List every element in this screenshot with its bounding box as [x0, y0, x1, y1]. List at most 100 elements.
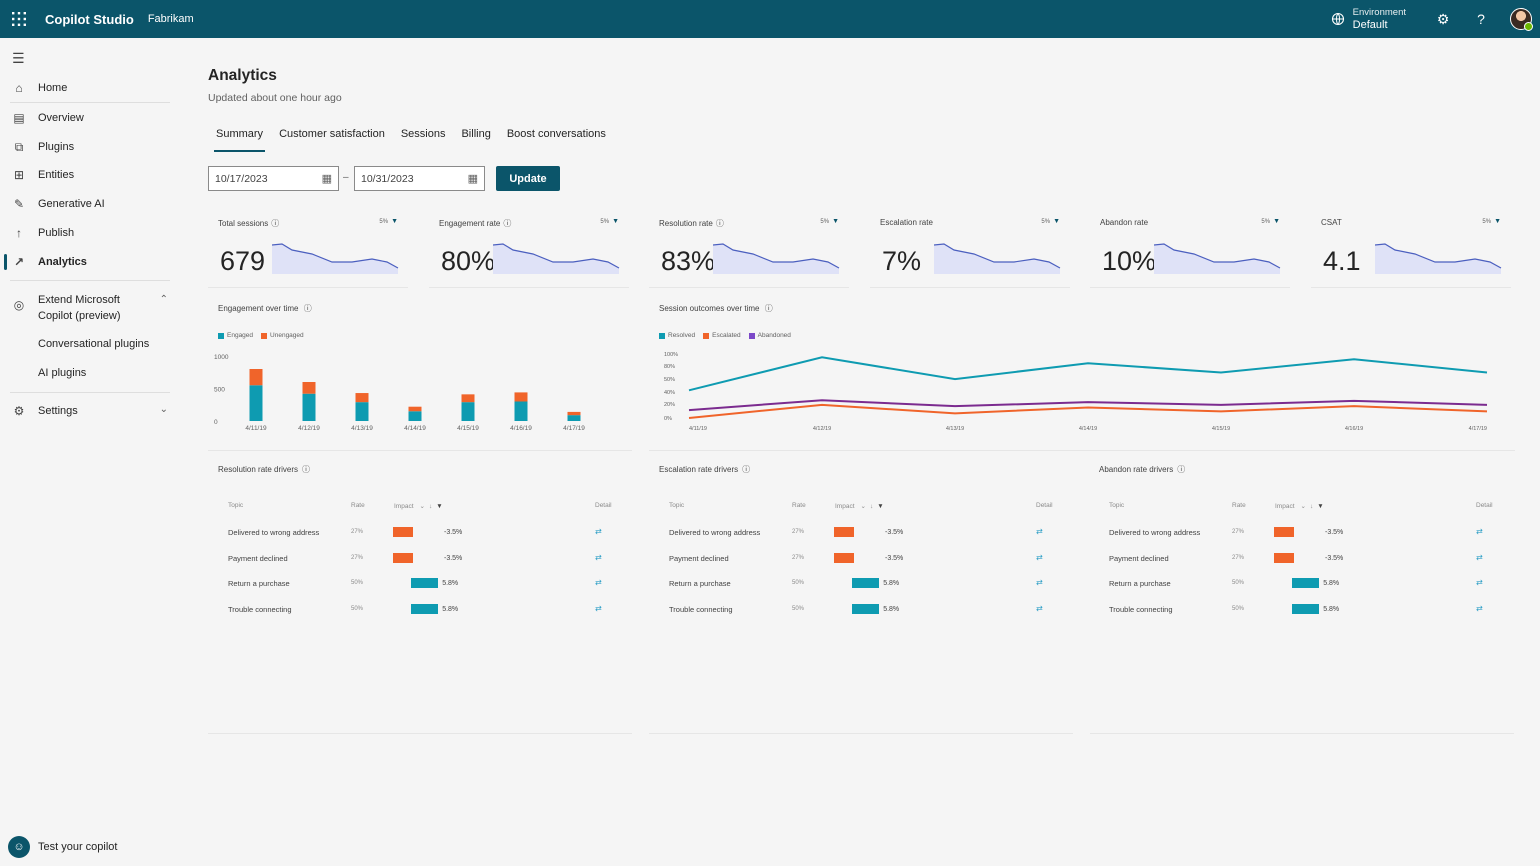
column-header-impact[interactable]: Impact ⌄ ↓ ▼	[835, 503, 884, 510]
impact-bar	[852, 604, 880, 614]
calendar-icon[interactable]: ▦	[321, 173, 332, 185]
tab-summary[interactable]: Summary	[208, 128, 271, 152]
chevron-up-icon[interactable]: ⌃	[159, 294, 168, 305]
sparkline-area	[1375, 244, 1501, 274]
table-row[interactable]: Return a purchase 50% 5.8% ⇄	[1099, 578, 1519, 592]
table-row[interactable]: Trouble connecting 50% 5.8% ⇄	[659, 604, 1079, 618]
table-row[interactable]: Trouble connecting 50% 5.8% ⇄	[1099, 604, 1519, 618]
column-header-topic[interactable]: Topic	[228, 502, 244, 509]
sidebar-item-publish[interactable]: ↑ Publish	[0, 220, 186, 246]
sidebar-item-overview[interactable]: ▤ Overview	[0, 105, 186, 131]
column-header-impact[interactable]: Impact ⌄ ↓ ▼	[1275, 503, 1324, 510]
tab-sessions[interactable]: Sessions	[400, 128, 446, 140]
entities-icon: ⊞	[13, 168, 25, 182]
kpi-card[interactable]: CSAT 5% ▼ 4.1	[1311, 216, 1511, 288]
detail-link-icon[interactable]: ⇄	[1476, 553, 1483, 562]
table-row[interactable]: Delivered to wrong address 27% -3.5% ⇄	[1099, 527, 1519, 541]
table-row[interactable]: Payment declined 27% -3.5% ⇄	[218, 553, 638, 567]
column-header-detail[interactable]: Detail	[595, 502, 612, 509]
plugins-icon: ⧉	[14, 139, 24, 154]
sidebar-item-entities[interactable]: ⊞ Entities	[0, 162, 186, 188]
table-row[interactable]: Return a purchase 50% 5.8% ⇄	[218, 578, 638, 592]
legend-label: Engaged	[227, 332, 254, 339]
info-icon[interactable]: ⓘ	[742, 465, 751, 474]
tab-boost-conversations[interactable]: Boost conversations	[506, 128, 606, 140]
test-copilot-button[interactable]: ☺ Test your copilot	[8, 836, 117, 858]
drivers-table: Resolution rate drivers ⓘ Topic Rate Impact ⌄…	[218, 464, 638, 614]
detail-link-icon[interactable]: ⇄	[1036, 604, 1043, 613]
sidebar-item-home[interactable]: ⌂ Home	[0, 75, 186, 101]
sidebar-item-plugins[interactable]: ⧉ Plugins	[0, 134, 186, 160]
table-row[interactable]: Delivered to wrong address 27% -3.5% ⇄	[659, 527, 1079, 541]
app-title[interactable]: Copilot Studio	[45, 11, 134, 27]
detail-link-icon[interactable]: ⇄	[1476, 578, 1483, 587]
column-header-rate[interactable]: Rate	[792, 502, 806, 509]
kpi-card[interactable]: Abandon rate 5% ▼ 10%	[1090, 216, 1290, 288]
detail-link-icon[interactable]: ⇄	[1036, 553, 1043, 562]
topic-name: Payment declined	[669, 554, 729, 563]
detail-link-icon[interactable]: ⇄	[1476, 604, 1483, 613]
divider	[649, 450, 1515, 451]
table-row[interactable]: Delivered to wrong address 27% -3.5% ⇄	[218, 527, 638, 541]
kpi-card[interactable]: Total sessions ⓘ 5% ▼ 679	[208, 216, 408, 288]
tab-billing[interactable]: Billing	[461, 128, 491, 140]
table-row[interactable]: Payment declined 27% -3.5% ⇄	[1099, 553, 1519, 567]
info-icon[interactable]: ⓘ	[503, 219, 512, 228]
column-header-topic[interactable]: Topic	[1109, 502, 1125, 509]
detail-link-icon[interactable]: ⇄	[1036, 578, 1043, 587]
info-icon[interactable]: ⓘ	[271, 219, 280, 228]
chevron-down-icon[interactable]: ⌄	[159, 404, 168, 415]
column-header-detail[interactable]: Detail	[1036, 502, 1053, 509]
sidebar-item-conversational-plugins[interactable]: Conversational plugins	[38, 338, 150, 350]
help-icon[interactable]: ?	[1477, 11, 1485, 27]
tab-customer-satisfaction[interactable]: Customer satisfaction	[279, 128, 385, 140]
column-header-impact[interactable]: Impact ⌄ ↓ ▼	[394, 503, 443, 510]
settings-gear-icon[interactable]: ⚙	[1436, 10, 1450, 27]
column-header-detail[interactable]: Detail	[1476, 502, 1493, 509]
info-icon[interactable]: ⓘ	[302, 465, 311, 474]
sidebar-item-ai-plugins[interactable]: AI plugins	[38, 367, 87, 379]
table-row[interactable]: Payment declined 27% -3.5% ⇄	[659, 553, 1079, 567]
impact-value: 5.8%	[442, 606, 459, 613]
topic-rate: 50%	[1232, 606, 1245, 612]
x-tick-label: 4/15/19	[457, 425, 479, 432]
update-button[interactable]: Update	[496, 166, 560, 191]
info-icon[interactable]: ⓘ	[1177, 465, 1186, 474]
kpi-card[interactable]: Resolution rate ⓘ 5% ▼ 83%	[649, 216, 849, 288]
calendar-icon[interactable]: ▦	[467, 173, 478, 185]
bar-engaged	[355, 402, 369, 421]
line-resolved	[688, 356, 1488, 392]
kpi-delta: 5% ▼	[1041, 218, 1060, 225]
sidebar-item-settings[interactable]: ⚙ Settings ⌄	[0, 398, 186, 424]
app-launcher-icon[interactable]	[0, 0, 38, 38]
bar-unengaged	[461, 394, 475, 403]
kpi-card[interactable]: Engagement rate ⓘ 5% ▼ 80%	[429, 216, 629, 288]
detail-link-icon[interactable]: ⇄	[595, 604, 602, 613]
drivers-table: Abandon rate drivers ⓘ Topic Rate Impact ⌄ ↓ ▼ D…	[1099, 464, 1519, 614]
info-icon[interactable]: ⓘ	[764, 304, 773, 313]
info-icon[interactable]: ⓘ	[715, 219, 724, 228]
end-date-input[interactable]: 10/31/2023 ▦	[354, 166, 485, 191]
sidebar-item-extend-copilot[interactable]: ◎ Extend Microsoft Copilot (preview) ⌃	[0, 292, 186, 322]
column-header-topic[interactable]: Topic	[669, 502, 685, 509]
environment-picker[interactable]: Environment Default	[1331, 7, 1406, 31]
analytics-icon: ↗	[13, 255, 25, 269]
detail-link-icon[interactable]: ⇄	[1476, 527, 1483, 536]
kpi-card[interactable]: Escalation rate 5% ▼ 7%	[870, 216, 1070, 288]
avatar[interactable]	[1510, 8, 1533, 31]
column-header-rate[interactable]: Rate	[1232, 502, 1246, 509]
start-date-input[interactable]: 10/17/2023 ▦	[208, 166, 339, 191]
info-icon[interactable]: ⓘ	[303, 304, 312, 313]
table-row[interactable]: Trouble connecting 50% 5.8% ⇄	[218, 604, 638, 618]
sidebar-item-generative-ai[interactable]: ✎ Generative AI	[0, 191, 186, 217]
engagement-legend: Engaged Unengaged	[218, 332, 312, 339]
sidebar-item-analytics[interactable]: ↗ Analytics	[0, 249, 186, 275]
detail-link-icon[interactable]: ⇄	[595, 553, 602, 562]
top-bar: Copilot Studio Fabrikam Environment Defa…	[0, 0, 1540, 38]
column-header-rate[interactable]: Rate	[351, 502, 365, 509]
detail-link-icon[interactable]: ⇄	[595, 578, 602, 587]
hamburger-menu-icon[interactable]: ☰	[12, 50, 25, 66]
table-row[interactable]: Return a purchase 50% 5.8% ⇄	[659, 578, 1079, 592]
detail-link-icon[interactable]: ⇄	[595, 527, 602, 536]
detail-link-icon[interactable]: ⇄	[1036, 527, 1043, 536]
